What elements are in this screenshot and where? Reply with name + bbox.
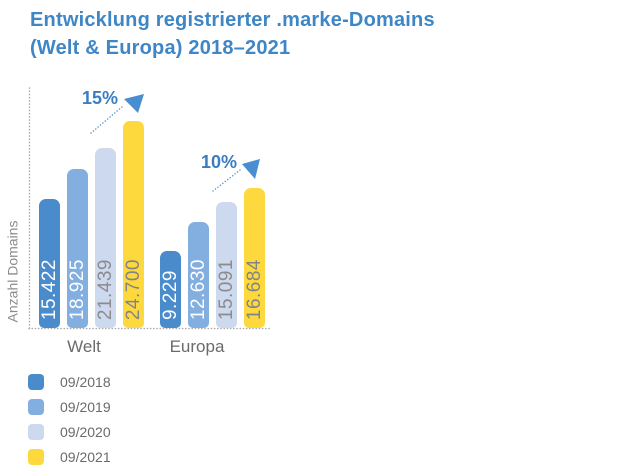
category-label-europa: Europa — [169, 337, 225, 356]
bar-value-label: 21.439 — [94, 258, 116, 320]
bar-welt-09-2019: 18.925 — [67, 169, 88, 328]
legend-item-2019: 09/2019 — [28, 394, 111, 419]
bar-europa-09-2020: 15.091 — [216, 202, 237, 328]
bar-value-label: 15.422 — [38, 258, 60, 320]
legend-label-2018: 09/2018 — [60, 373, 111, 390]
category-label-welt: Welt — [67, 337, 101, 356]
bar-value-label: 12.630 — [187, 258, 209, 320]
bar-europa-09-2019: 12.630 — [188, 222, 209, 328]
legend-label-2020: 09/2020 — [60, 423, 111, 440]
legend-label-2021: 09/2021 — [60, 448, 111, 465]
legend: 09/2018 09/2019 09/2020 09/2021 — [28, 369, 111, 469]
bar-value-label: 18.925 — [66, 258, 88, 320]
bar-europa-09-2018: 9.229 — [160, 251, 181, 328]
chart-title: Entwicklung registrierter .marke-Domains… — [30, 6, 435, 62]
annotation-europa-growth: 10% — [200, 152, 238, 172]
annotation-welt-growth: 15% — [81, 88, 119, 108]
chart-title-line1: Entwicklung registrierter .marke-Domains — [30, 9, 435, 31]
legend-swatch-2019 — [28, 398, 44, 415]
bar-welt-09-2021: 24.700 — [123, 121, 144, 328]
legend-item-2020: 09/2020 — [28, 419, 111, 444]
bar-welt-09-2020: 21.439 — [95, 148, 116, 328]
y-axis-label: Anzahl Domains — [4, 220, 21, 323]
legend-item-2021: 09/2021 — [28, 444, 111, 469]
legend-swatch-2018 — [28, 373, 44, 390]
bar-value-label: 16.684 — [243, 258, 265, 320]
legend-swatch-2021 — [28, 448, 44, 465]
bar-europa-09-2021: 16.684 — [244, 188, 265, 328]
bar-value-label: 24.700 — [122, 258, 144, 320]
legend-item-2018: 09/2018 — [28, 369, 111, 394]
bar-value-label: 15.091 — [215, 258, 237, 320]
legend-swatch-2020 — [28, 423, 44, 440]
bar-welt-09-2018: 15.422 — [39, 199, 60, 328]
chart-title-line2: (Welt & Europa) 2018–2021 — [30, 37, 291, 59]
legend-label-2019: 09/2019 — [60, 398, 111, 415]
bar-value-label: 9.229 — [159, 269, 181, 320]
